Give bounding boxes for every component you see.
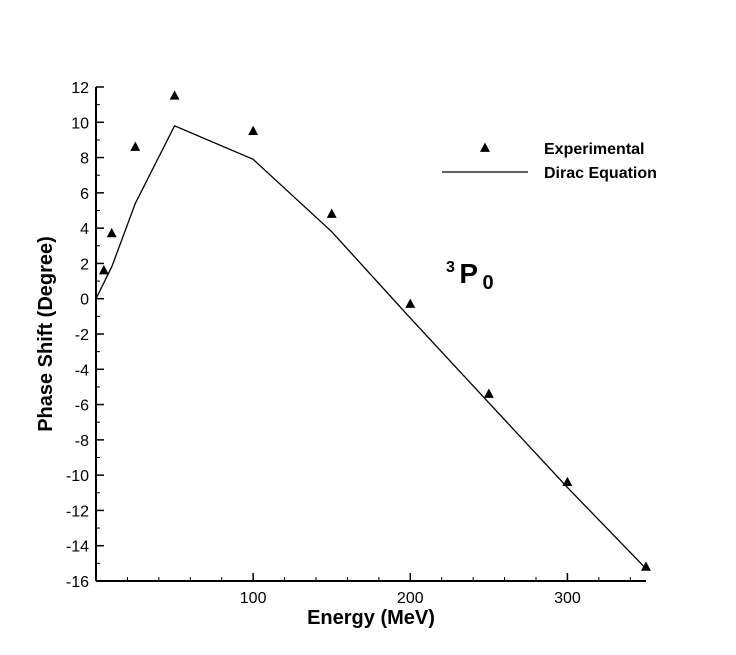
series-line-dirac-equation	[95, 124, 647, 570]
data-point-experimental	[405, 298, 416, 308]
x-tick-label: 100	[240, 590, 267, 607]
x-tick-label: 200	[397, 590, 424, 607]
data-point-experimental	[641, 561, 651, 571]
y-tick-label: 12	[71, 80, 89, 97]
y-tick-label: 0	[80, 292, 89, 309]
y-tick-label: -14	[66, 539, 89, 556]
legend-marker-swatch	[480, 142, 490, 152]
y-tick-label: -2	[75, 327, 89, 344]
data-point-experimental	[130, 141, 141, 151]
state-annotation: 3 P 0	[446, 258, 494, 294]
y-tick-label: 8	[80, 151, 89, 168]
x-tick-label: 300	[554, 590, 581, 607]
data-point-experimental	[248, 125, 259, 135]
legend-label: Experimental	[544, 141, 644, 158]
y-tick-label: -6	[75, 398, 89, 415]
annotation-main: P	[459, 258, 478, 289]
annotation-superscript: 3	[446, 259, 455, 276]
y-tick-label: 4	[80, 221, 89, 238]
data-point-experimental	[98, 264, 109, 275]
annotation-subscript: 0	[483, 272, 494, 294]
y-tick-label: -16	[66, 574, 89, 591]
y-tick-label: -8	[75, 433, 89, 450]
legend-label: Dirac Equation	[544, 165, 657, 182]
data-point-experimental	[326, 208, 337, 218]
x-axis-title: Energy (MeV)	[307, 607, 435, 629]
data-point-experimental	[169, 90, 180, 100]
data-point-experimental	[106, 227, 117, 238]
y-tick-label: 10	[71, 115, 89, 132]
data-point-experimental	[483, 388, 494, 398]
y-tick-label: 6	[80, 186, 89, 203]
y-tick-label: -12	[66, 503, 89, 520]
y-tick-label: -4	[75, 362, 89, 379]
y-tick-label: 2	[80, 256, 89, 273]
y-tick-label: -10	[66, 468, 89, 485]
y-axis-title: Phase Shift (Degree)	[35, 236, 57, 432]
data-point-experimental	[562, 476, 573, 487]
